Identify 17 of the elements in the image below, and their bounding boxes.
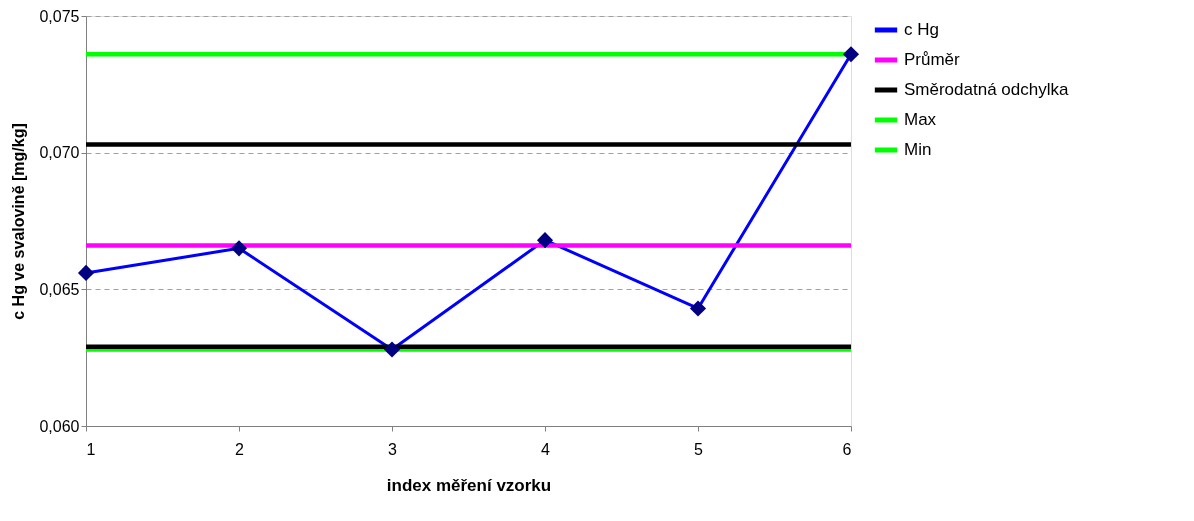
x-tick-label: 4 <box>541 440 551 458</box>
legend-label: Průměr <box>904 50 961 69</box>
y-tick-label: 0,065 <box>39 280 80 298</box>
y-tick-label: 0,060 <box>39 417 80 435</box>
x-tick-label: 1 <box>86 440 96 458</box>
y-axis-title: c Hg ve svalovině [mg/kg] <box>10 123 28 320</box>
x-tick-label: 5 <box>694 440 704 458</box>
x-axis-title: index měření vzorku <box>386 475 552 495</box>
legend-label: c Hg <box>904 20 939 39</box>
x-tick-label: 3 <box>388 440 398 458</box>
y-tick-label: 0,070 <box>39 144 80 162</box>
legend-label: Směrodatná odchylka <box>904 80 1069 99</box>
x-tick-label: 2 <box>235 440 245 458</box>
legend-label: Max <box>904 110 937 129</box>
y-tick-label: 0,075 <box>39 7 80 25</box>
x-tick-label: 6 <box>842 440 852 458</box>
legend-label: Min <box>904 140 932 159</box>
